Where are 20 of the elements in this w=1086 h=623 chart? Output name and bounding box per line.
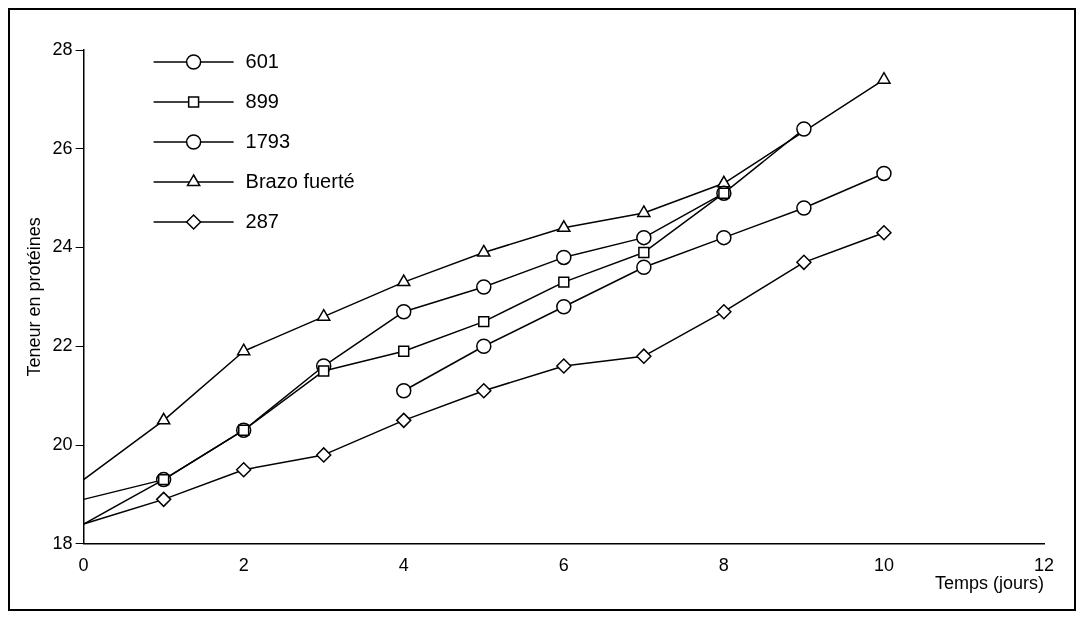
legend-label: Brazo fuerté [245, 169, 355, 192]
legend-label: 287 [245, 209, 279, 232]
x-tick-label: 2 [238, 554, 249, 575]
x-tick-label: 4 [398, 554, 409, 575]
x-tick-label: 10 [873, 554, 894, 575]
y-tick-label: 26 [52, 137, 73, 158]
x-tick-label: 8 [718, 554, 729, 575]
legend-label: 601 [245, 49, 279, 72]
y-tick-label: 28 [52, 38, 73, 59]
y-tick-label: 20 [52, 434, 73, 455]
x-axis-title: Temps (jours) [934, 573, 1044, 594]
y-tick-label: 24 [52, 236, 73, 257]
x-tick-label: 0 [78, 554, 89, 575]
y-tick-label: 18 [52, 532, 73, 553]
legend-label: 1793 [245, 129, 291, 152]
y-axis-title: Teneur en protéines [23, 217, 44, 377]
x-tick-label: 12 [1033, 554, 1055, 575]
y-tick-label: 22 [52, 335, 73, 356]
x-tick-label: 6 [558, 554, 569, 575]
legend-label: 899 [245, 89, 279, 112]
